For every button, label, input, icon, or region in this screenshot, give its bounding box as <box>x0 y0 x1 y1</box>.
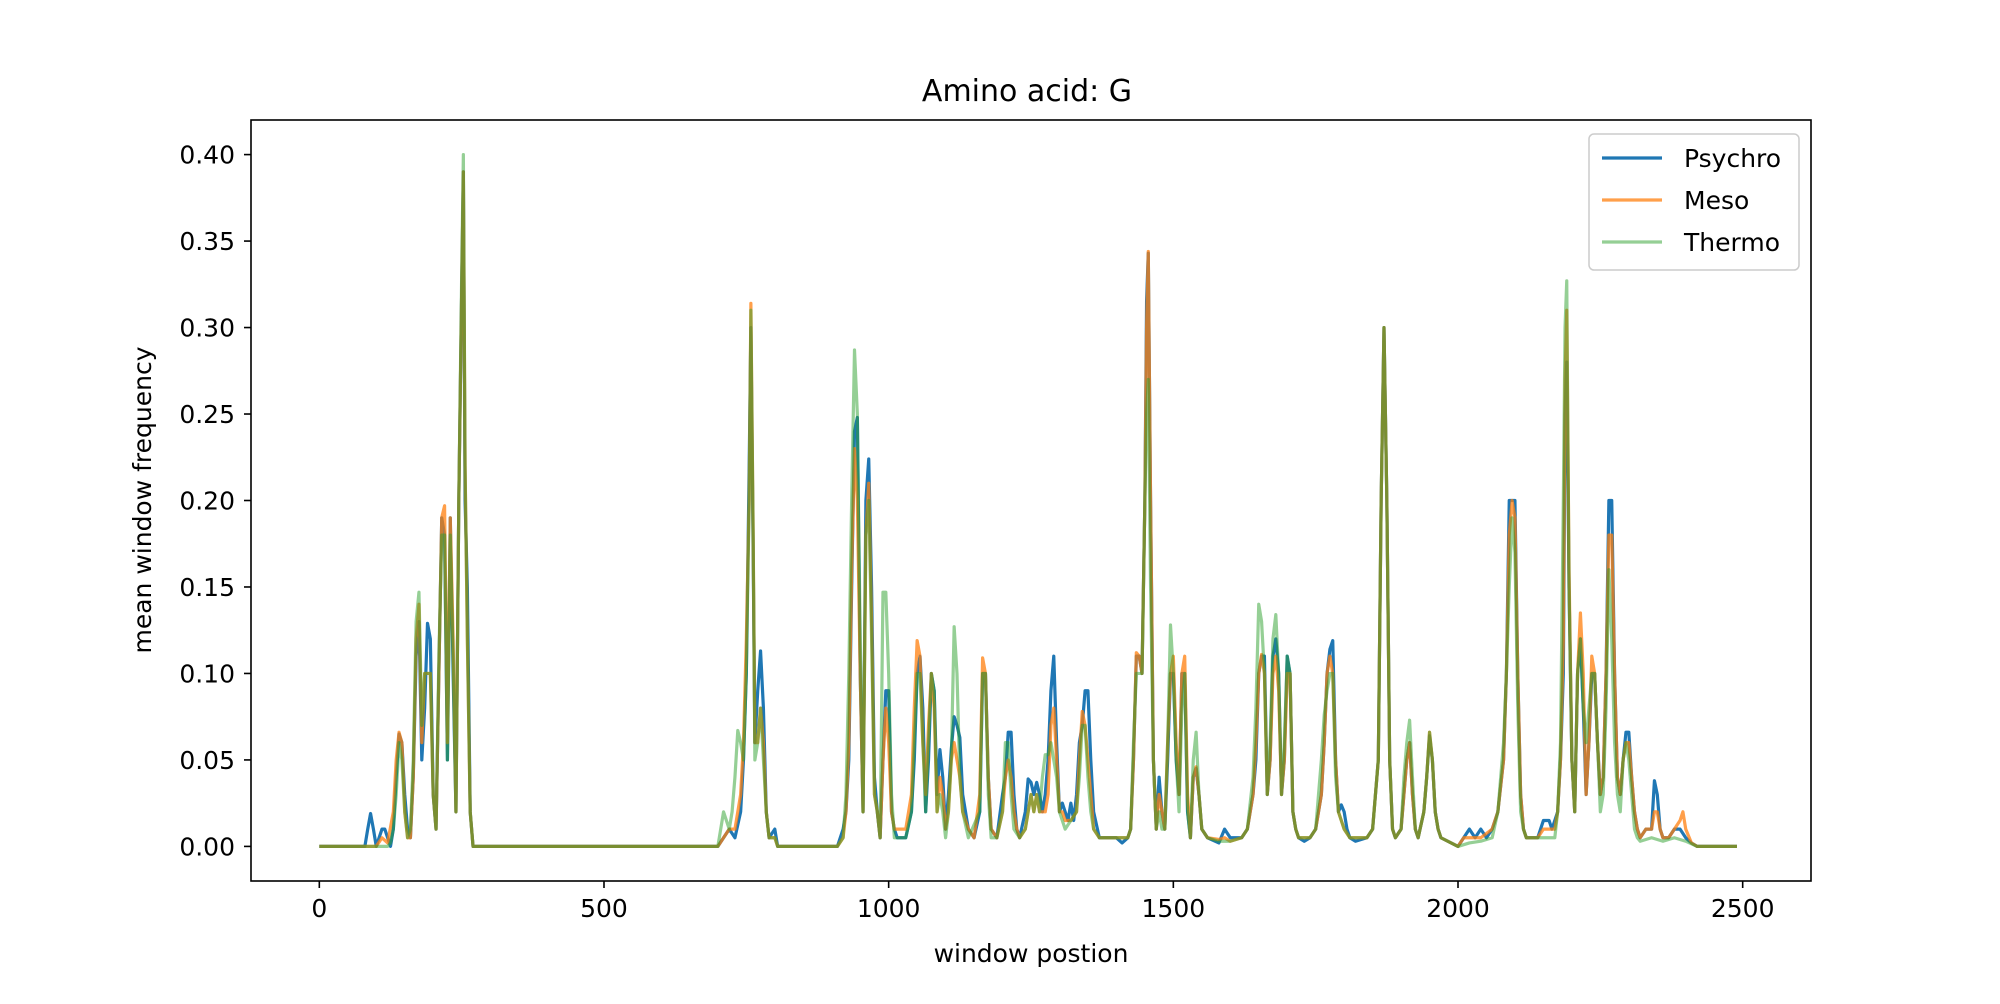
legend-label-thermo: Thermo <box>1683 228 1780 257</box>
y-axis-label: mean window frequency <box>128 346 157 653</box>
x-tick-label: 2500 <box>1711 894 1775 923</box>
legend-label-psychro: Psychro <box>1684 144 1781 173</box>
y-tick-label: 0.25 <box>179 400 235 429</box>
y-axis: 0.00 0.05 0.10 0.15 0.20 0.25 0.30 0.35 0.40 <box>179 141 251 861</box>
legend-box <box>1588 133 1800 271</box>
chart-title: Amino acid: G <box>922 74 1132 109</box>
y-tick-label: 0.00 <box>179 832 235 861</box>
x-axis: 0 500 1000 1500 2000 2500 <box>311 881 1774 923</box>
y-tick-label: 0.05 <box>179 746 235 775</box>
legend-label-meso: Meso <box>1684 186 1749 215</box>
y-tick-label: 0.20 <box>179 487 235 516</box>
legend: Psychro Meso Thermo <box>1588 133 1800 271</box>
y-tick-label: 0.40 <box>179 141 235 170</box>
x-tick-label: 2000 <box>1426 894 1490 923</box>
y-tick-label: 0.30 <box>179 314 235 343</box>
x-tick-label: 1000 <box>857 894 921 923</box>
x-tick-label: 500 <box>580 894 628 923</box>
plot-area <box>319 152 1737 849</box>
x-tick-label: 0 <box>311 894 327 923</box>
y-tick-label: 0.15 <box>179 573 235 602</box>
series-line-thermo <box>319 152 1737 849</box>
x-tick-label: 1500 <box>1142 894 1206 923</box>
y-tick-label: 0.10 <box>179 659 235 688</box>
x-axis-label: window postion <box>934 939 1129 968</box>
y-tick-label: 0.35 <box>179 227 235 256</box>
